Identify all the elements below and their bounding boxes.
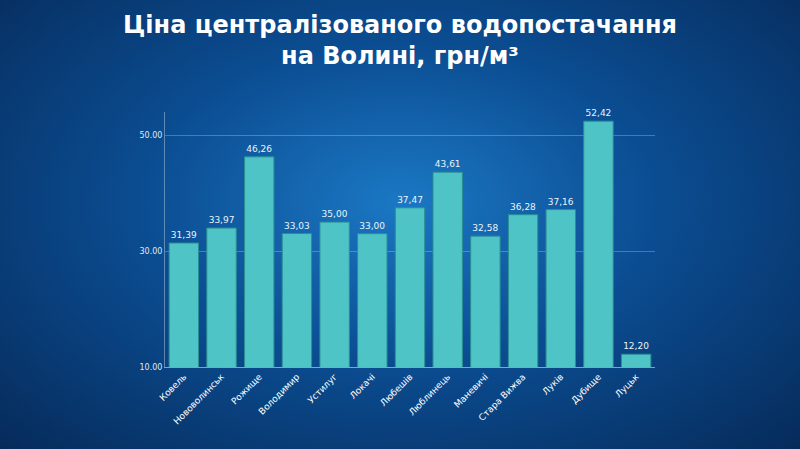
- svg-text:37,16: 37,16: [548, 197, 574, 207]
- svg-text:33,00: 33,00: [359, 221, 385, 231]
- svg-text:37,47: 37,47: [397, 195, 423, 205]
- svg-text:46,26: 46,26: [246, 144, 272, 154]
- svg-text:50.00: 50.00: [139, 131, 162, 140]
- svg-text:Устилуг: Устилуг: [306, 372, 340, 406]
- svg-text:36,28: 36,28: [510, 202, 536, 212]
- svg-text:30.00: 30.00: [139, 247, 162, 256]
- svg-text:33,97: 33,97: [209, 215, 235, 225]
- svg-text:10.00: 10.00: [139, 363, 162, 372]
- svg-text:Люблинець: Люблинець: [407, 372, 453, 418]
- svg-text:Рожище: Рожище: [229, 371, 264, 406]
- svg-text:32,58: 32,58: [472, 223, 498, 233]
- svg-text:52,42: 52,42: [586, 108, 612, 118]
- svg-text:Маневичі: Маневичі: [452, 372, 490, 410]
- svg-text:Локачі: Локачі: [348, 372, 377, 401]
- svg-text:31,39: 31,39: [171, 230, 197, 240]
- svg-text:Нововолинськ: Нововолинськ: [172, 371, 227, 426]
- svg-text:Ковель: Ковель: [157, 372, 188, 403]
- svg-text:Ціна централізованого водопост: Ціна централізованого водопостачанняна В…: [123, 11, 677, 70]
- svg-text:Стара Вижва: Стара Вижва: [477, 372, 528, 423]
- svg-text:Луків: Луків: [540, 372, 565, 397]
- svg-text:Дубище: Дубище: [569, 372, 603, 406]
- svg-text:Любешів: Любешів: [378, 372, 414, 408]
- svg-text:12,20: 12,20: [623, 341, 649, 351]
- svg-text:43,61: 43,61: [435, 159, 461, 169]
- svg-text:33,03: 33,03: [284, 221, 310, 231]
- svg-text:Луцьк: Луцьк: [613, 371, 641, 399]
- svg-text:Володимир: Володимир: [257, 372, 302, 417]
- svg-text:35,00: 35,00: [322, 209, 348, 219]
